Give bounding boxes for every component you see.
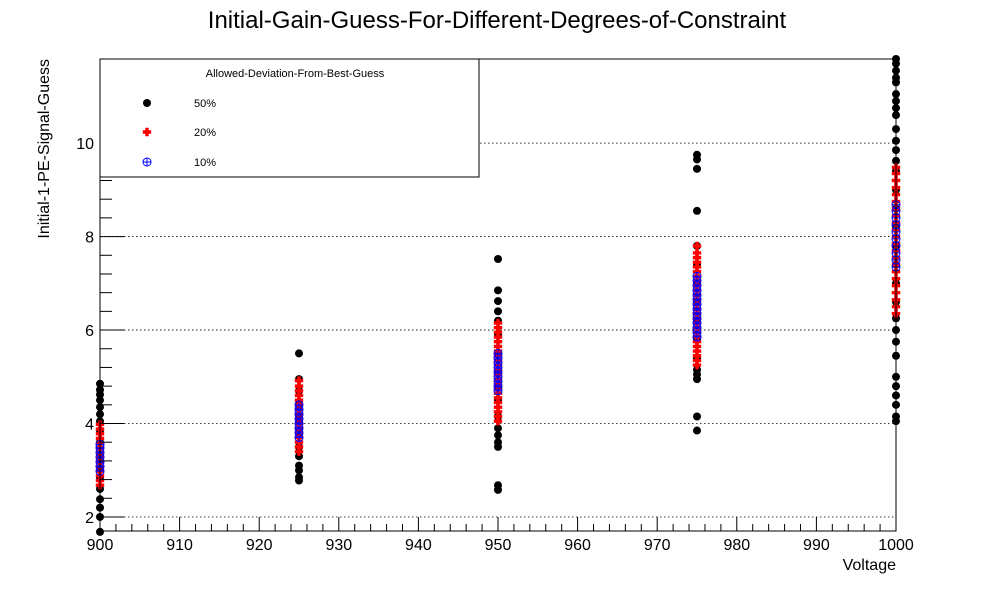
data-point [494, 424, 502, 433]
data-point [493, 332, 503, 342]
y-tick-label: 10 [76, 136, 94, 153]
legend-label: 20% [194, 127, 216, 139]
data-point [493, 412, 503, 421]
x-tick-label: 990 [803, 537, 830, 554]
data-point [692, 346, 702, 356]
y-tick-label: 6 [85, 323, 94, 340]
axes: 900 910 920 930 940 950 960 970 980 990 1000 2 4 6 8 10 [76, 67, 914, 554]
y-tick-label: 4 [85, 417, 94, 434]
data-point [692, 262, 702, 272]
x-tick-label: 930 [325, 537, 352, 554]
legend-label: 10% [194, 157, 216, 169]
data-point [692, 337, 702, 346]
legend-item: 10% [142, 157, 216, 169]
legend-items: 50% 20% 10% [142, 98, 216, 169]
data-point [693, 206, 701, 215]
legend-label: 50% [194, 98, 216, 110]
data-point [692, 248, 702, 258]
data-point [494, 307, 502, 316]
data-point [692, 258, 702, 267]
x-axis-title: Voltage [843, 557, 896, 574]
legend-item: 20% [142, 127, 216, 139]
data-point [692, 360, 702, 370]
data-point [494, 438, 502, 447]
data-point [692, 253, 702, 262]
x-tick-label: 940 [405, 537, 432, 554]
data-point [294, 442, 304, 452]
data-point [493, 416, 503, 426]
data-point [493, 407, 503, 417]
data-point [493, 318, 503, 328]
x-tick-label: 920 [246, 537, 273, 554]
x-tick-label: 980 [723, 537, 750, 554]
x-tick-label: 900 [87, 537, 114, 554]
data-point [96, 527, 104, 536]
data-point [493, 342, 503, 351]
data-point [294, 381, 304, 391]
data-point [294, 391, 304, 400]
legend-title: Allowed-Deviation-From-Best-Guess [206, 68, 385, 80]
data-point [294, 386, 304, 396]
x-tick-label: 960 [564, 537, 591, 554]
legend-box [99, 58, 480, 178]
data-point [294, 438, 304, 447]
data-point [295, 473, 303, 482]
data-point [693, 365, 701, 374]
data-point [493, 393, 503, 403]
data-point [693, 426, 701, 435]
data-point [493, 337, 503, 346]
data-point [493, 402, 503, 412]
x-tick-label: 970 [644, 537, 671, 554]
data-point [295, 452, 303, 461]
data-point [294, 395, 304, 405]
legend-marker [142, 157, 152, 167]
y-tick-label: 8 [85, 230, 94, 247]
legend-item: 50% [143, 98, 216, 110]
data-point [494, 481, 502, 490]
data-point [295, 349, 303, 358]
data-point [692, 271, 702, 281]
data-point [294, 400, 304, 410]
data-point [692, 241, 702, 251]
legend-marker [142, 127, 152, 137]
data-point [295, 461, 303, 470]
data-point [294, 447, 304, 456]
data-point [493, 398, 503, 407]
data-point [494, 286, 502, 295]
data-point [493, 323, 503, 332]
data-point [692, 351, 702, 360]
data-point [693, 412, 701, 421]
y-axis-title: Initial-1-PE-Signal-Guess [36, 59, 53, 239]
chart-title: Initial-Gain-Guess-For-Different-Degrees… [208, 7, 787, 34]
x-tick-label: 1000 [878, 537, 914, 554]
legend-marker [143, 99, 151, 107]
y-tick-label: 2 [85, 510, 94, 527]
data-point [692, 356, 702, 365]
data-point [294, 376, 304, 385]
legend: Allowed-Deviation-From-Best-Guess 50% 20%… [99, 58, 480, 178]
data-point [693, 150, 701, 159]
data-point [494, 431, 502, 440]
data-point [494, 255, 502, 264]
data-point [493, 348, 503, 358]
x-tick-label: 910 [166, 537, 193, 554]
data-point [494, 297, 502, 306]
data-point [493, 328, 503, 337]
data-point [692, 267, 702, 276]
data-point [692, 342, 702, 351]
x-tick-label: 950 [485, 537, 512, 554]
data-point [693, 164, 701, 173]
